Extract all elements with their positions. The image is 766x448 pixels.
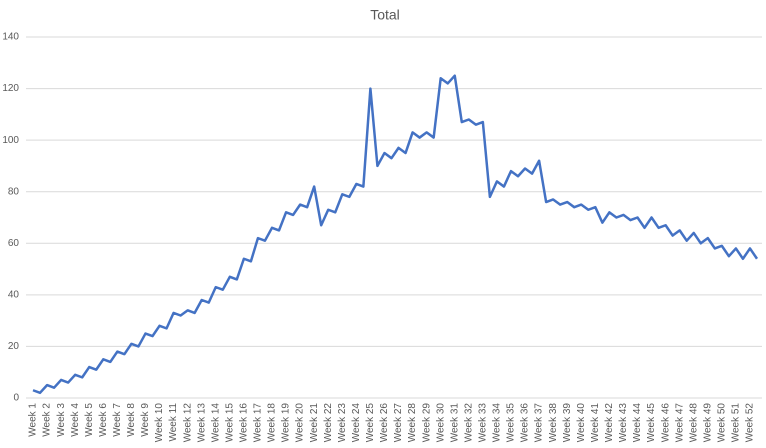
x-tick-label: Week 33 <box>478 403 489 443</box>
x-tick-label: Week 34 <box>492 403 503 443</box>
x-tick-label: Week 13 <box>196 403 207 443</box>
x-tick-label: Week 16 <box>239 403 250 443</box>
x-tick-label: Week 36 <box>520 403 531 443</box>
y-tick-label: 120 <box>2 83 19 94</box>
x-tick-label: Week 2 <box>42 403 53 437</box>
x-tick-label: Week 11 <box>168 403 179 442</box>
x-tick-label: Week 39 <box>562 403 573 443</box>
x-tick-label: Week 41 <box>590 403 601 443</box>
y-tick-label: 20 <box>8 341 20 352</box>
x-tick-label: Week 45 <box>646 403 657 443</box>
x-tick-label: Week 10 <box>154 403 165 443</box>
x-tick-label: Week 12 <box>182 403 193 443</box>
y-tick-label: 40 <box>8 289 20 300</box>
x-tick-label: Week 40 <box>576 403 587 443</box>
x-tick-label: Week 26 <box>379 403 390 443</box>
x-tick-label: Week 23 <box>337 403 348 443</box>
x-tick-label: Week 17 <box>253 403 264 443</box>
x-tick-label: Week 25 <box>365 403 376 443</box>
y-tick-label: 60 <box>8 238 20 249</box>
x-tick-label: Week 4 <box>70 403 81 437</box>
y-tick-label: 140 <box>2 32 19 43</box>
x-tick-label: Week 37 <box>534 403 545 443</box>
x-tick-label: Week 43 <box>618 403 629 443</box>
data-line <box>32 74 759 395</box>
x-tick-label: Week 50 <box>716 403 727 443</box>
x-tick-label: Week 8 <box>126 403 137 437</box>
x-tick-label: Week 42 <box>604 403 615 443</box>
x-tick-label: Week 6 <box>98 403 109 437</box>
x-tick-label: Week 3 <box>56 403 67 437</box>
x-tick-label: Week 20 <box>295 403 306 443</box>
x-tick-label: Week 35 <box>506 403 517 443</box>
x-tick-label: Week 22 <box>323 403 334 443</box>
x-tick-label: Week 14 <box>210 403 221 443</box>
x-tick-label: Week 48 <box>688 403 699 443</box>
x-tick-label: Week 52 <box>745 403 756 443</box>
x-tick-label: Week 32 <box>463 403 474 443</box>
x-tick-label: Week 47 <box>674 403 685 443</box>
chart-title: Total <box>370 7 400 23</box>
x-tick-label: Week 27 <box>393 403 404 443</box>
x-tick-label: Week 24 <box>351 403 362 443</box>
x-tick-label: Week 7 <box>112 403 123 437</box>
x-tick-label: Week 9 <box>140 403 151 437</box>
y-tick-label: 100 <box>2 135 19 146</box>
y-tick-label: 80 <box>8 186 20 197</box>
x-tick-label: Week 28 <box>407 403 418 443</box>
x-tick-label: Week 1 <box>28 403 39 437</box>
x-tick-label: Week 49 <box>702 403 713 443</box>
x-tick-label: Week 44 <box>632 403 643 443</box>
x-tick-label: Week 51 <box>731 403 742 443</box>
x-tick-label: Week 31 <box>449 403 460 443</box>
y-tick-label: 0 <box>13 393 19 404</box>
x-tick-label: Week 30 <box>435 403 446 443</box>
x-tick-label: Week 21 <box>309 403 320 443</box>
x-tick-label: Week 46 <box>660 403 671 443</box>
x-tick-label: Week 19 <box>281 403 292 443</box>
x-tick-label: Week 18 <box>267 403 278 443</box>
x-tick-label: Week 38 <box>548 403 559 443</box>
x-tick-label: Week 29 <box>421 403 432 443</box>
x-tick-label: Week 15 <box>224 403 235 443</box>
x-tick-label: Week 5 <box>84 403 95 437</box>
